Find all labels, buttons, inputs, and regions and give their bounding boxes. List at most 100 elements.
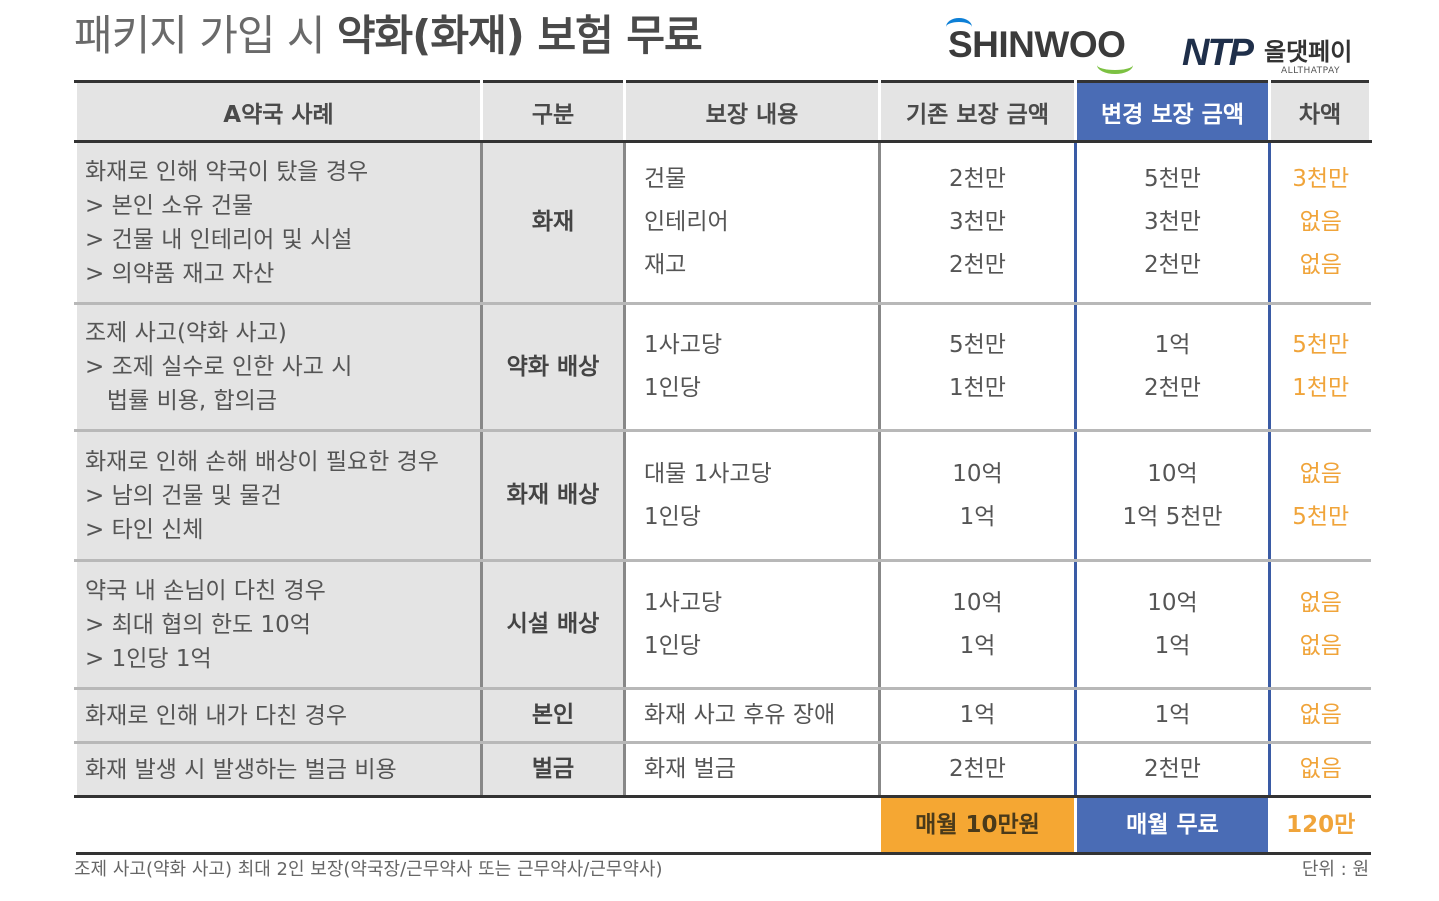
diff-cell: 없음 [1268,742,1371,798]
existing-value: 2천만 [949,166,1006,192]
content-line: 화재 벌금 [644,756,736,782]
coverage-table: A약국 사례 구분 보장 내용 기존 보장 금액 변경 보장 금액 차액 화재로… [74,80,1372,855]
header-diff: 차액 [1268,80,1372,143]
changed-cell: 1억 2천만 [1074,303,1271,432]
diff-cell: 없음 5천만 [1268,430,1371,562]
category-cell: 벌금 [480,742,625,798]
category-cell: 시설 배상 [480,560,625,690]
footer-free: 매월 무료 [1074,796,1270,855]
content-line: 1인당 [644,375,701,401]
content-line: 화재 사고 후유 장애 [644,702,836,728]
content-line: 1사고당 [644,332,723,358]
case-line: > 1인당 1억 [85,645,212,672]
category-cell: 약화 배상 [480,303,625,432]
existing-cell: 5천만 1천만 [878,303,1076,432]
existing-cell: 2천만 3천만 2천만 [878,141,1076,305]
changed-cell: 1억 [1074,688,1271,744]
content-line: 건물 [644,166,687,192]
unit-label: 단위 : 원 [1301,859,1369,880]
table-footer-row: 매월 10만원 매월 무료 120만 [75,796,1371,855]
footer-blank [75,796,880,855]
existing-value: 1억 [959,702,996,728]
category-cell: 화재 배상 [480,430,625,562]
changed-cell: 10억 1억 [1074,560,1271,690]
title-bold: 약화(화재) 보험 무료 [336,11,703,60]
case-line: > 의약품 재고 자산 [85,260,275,287]
allthatpay-mark: NTP [1182,32,1254,74]
footer-diff: 120만 [1268,796,1371,855]
changed-cell: 2천만 [1074,742,1271,798]
table-row: 화재로 인해 내가 다친 경우 본인 화재 사고 후유 장애 1억 1억 없음 [74,688,1371,744]
diff-value: 5천만 [1292,332,1350,358]
case-line: 약국 내 손님이 다친 경우 [85,577,326,604]
diff-value: 5천만 [1292,503,1350,530]
shinwoo-logo-text: SHINWOO [948,24,1126,65]
partner-logos: SHINWOO NTP 올댓페이 ALLTHATPAY [944,14,1370,80]
existing-value: 5천만 [949,332,1006,358]
content-line: 대물 1사고당 [644,460,772,487]
content-cell: 1사고당 1인당 [623,560,880,690]
changed-value: 1억 [1154,332,1191,358]
content-line: 인테리어 [644,209,729,235]
shinwoo-arc-icon [946,18,972,36]
existing-value: 10억 [952,589,1003,616]
existing-value: 1천만 [949,375,1006,401]
case-line: > 본인 소유 건물 [85,192,254,219]
diff-value: 없음 [1299,460,1342,487]
table-row: 약국 내 손님이 다친 경우 > 최대 협의 한도 10억 > 1인당 1억 시… [74,560,1371,690]
content-line: 1인당 [644,632,701,659]
header-changed: 변경 보장 금액 [1074,80,1271,143]
case-cell: 화재로 인해 내가 다친 경우 [74,688,482,744]
category-cell: 화재 [480,141,625,305]
header-case: A약국 사례 [74,80,483,143]
allthatpay-subtitle: ALLTHATPAY [1281,66,1340,76]
existing-value: 3천만 [949,209,1006,235]
case-line: > 최대 협의 한도 10억 [85,611,311,638]
diff-cell: 3천만 없음 없음 [1268,141,1371,305]
content-cell: 화재 사고 후유 장애 [623,688,880,744]
case-line: 화재로 인해 약국이 탔을 경우 [85,158,369,185]
changed-value: 10억 [1147,589,1198,616]
existing-value: 2천만 [949,252,1006,278]
content-line: 1사고당 [644,589,723,616]
changed-value: 5천만 [1144,166,1201,192]
diff-value: 없음 [1299,209,1342,235]
table-body: 화재로 인해 약국이 탔을 경우 > 본인 소유 건물 > 건물 내 인테리어 … [74,141,1371,855]
category-cell: 본인 [480,688,625,744]
table-row: 화재 발생 시 발생하는 벌금 비용 벌금 화재 벌금 2천만 2천만 없음 [74,742,1371,798]
diff-cell: 없음 없음 [1268,560,1371,690]
case-cell: 조제 사고(약화 사고) > 조제 실수로 인한 사고 시 법률 비용, 합의금 [74,303,482,432]
case-line: > 타인 신체 [85,516,204,543]
changed-value: 2천만 [1144,756,1201,782]
existing-value: 1억 [959,632,996,659]
existing-cell: 10억 1억 [878,430,1076,562]
case-cell: 약국 내 손님이 다친 경우 > 최대 협의 한도 10억 > 1인당 1억 [74,560,482,690]
diff-cell: 없음 [1268,688,1371,744]
existing-value: 1억 [959,503,996,530]
diff-value: 1천만 [1292,375,1350,401]
page-title: 패키지 가입 시 약화(화재) 보험 무료 [74,2,703,63]
case-line: > 남의 건물 및 물건 [85,482,282,509]
changed-value: 10억 [1147,460,1198,487]
changed-value: 3천만 [1144,209,1201,235]
footer-monthly-fee: 매월 10만원 [878,796,1076,855]
existing-cell: 10억 1억 [878,560,1076,690]
shinwoo-swoosh-icon [1097,56,1134,74]
case-line: 법률 비용, 합의금 [85,388,277,414]
diff-value: 없음 [1299,589,1342,616]
content-cell: 건물 인테리어 재고 [623,141,880,305]
existing-value: 10억 [952,460,1003,487]
case-line: > 조제 실수로 인한 사고 시 [85,354,353,380]
case-line: 화재로 인해 손해 배상이 필요한 경우 [85,448,439,475]
header-content: 보장 내용 [623,80,881,143]
diff-cell: 5천만 1천만 [1268,303,1371,432]
shinwoo-logo: SHINWOO [946,18,1134,74]
content-cell: 1사고당 1인당 [623,303,880,432]
changed-value: 2천만 [1144,375,1201,401]
case-cell: 화재 발생 시 발생하는 벌금 비용 [74,742,482,798]
changed-value: 1억 [1154,702,1191,728]
case-cell: 화재로 인해 약국이 탔을 경우 > 본인 소유 건물 > 건물 내 인테리어 … [74,141,482,305]
diff-value: 없음 [1299,252,1342,278]
diff-value: 3천만 [1292,166,1350,192]
changed-value: 1억 5천만 [1122,503,1223,530]
